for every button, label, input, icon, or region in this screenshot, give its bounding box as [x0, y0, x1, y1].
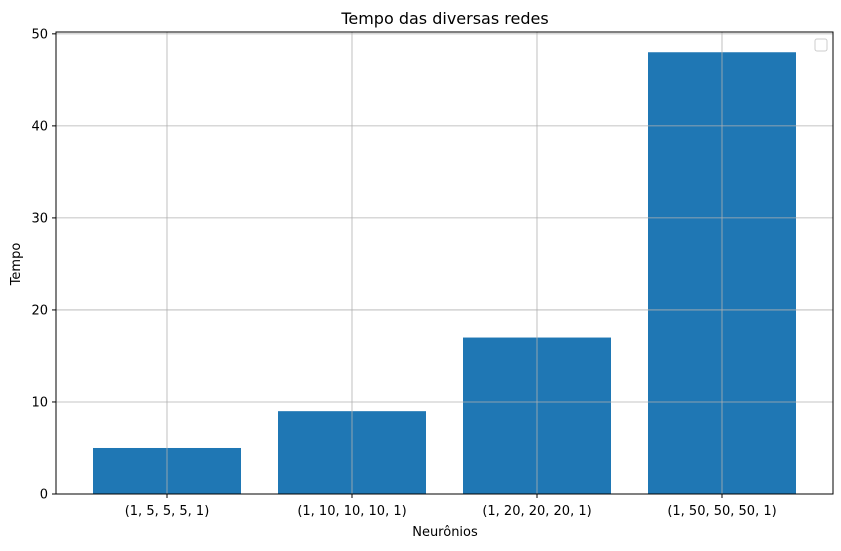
ticks-layer: 0 10 20 30 40 50 (1, 5, 5, 5, 1) (1, 10, 10, 10…: [31, 27, 776, 519]
y-tick-label-0: 0: [40, 488, 48, 503]
plot-frame: [55, 31, 834, 495]
y-axis-label: Tempo: [9, 243, 24, 287]
x-axis-label: Neurônios: [412, 525, 478, 540]
legend-box: [814, 38, 828, 52]
y-tick-label-5: 50: [31, 27, 48, 42]
y-tick-label-4: 40: [31, 119, 48, 134]
bars-layer: [56, 32, 833, 495]
chart-title: Tempo das diversas redes: [340, 9, 548, 28]
y-tick-label-2: 20: [31, 303, 48, 318]
x-tick-label-2: (1, 20, 20, 20, 1): [482, 504, 591, 519]
x-tick-label-0: (1, 5, 5, 5, 1): [125, 504, 210, 519]
x-tick-label-1: (1, 10, 10, 10, 1): [297, 504, 406, 519]
x-tick-label-3: (1, 50, 50, 50, 1): [667, 504, 776, 519]
y-tick-label-1: 10: [31, 395, 48, 410]
y-tick-label-3: 30: [31, 211, 48, 226]
axes-layer: [55, 31, 834, 495]
